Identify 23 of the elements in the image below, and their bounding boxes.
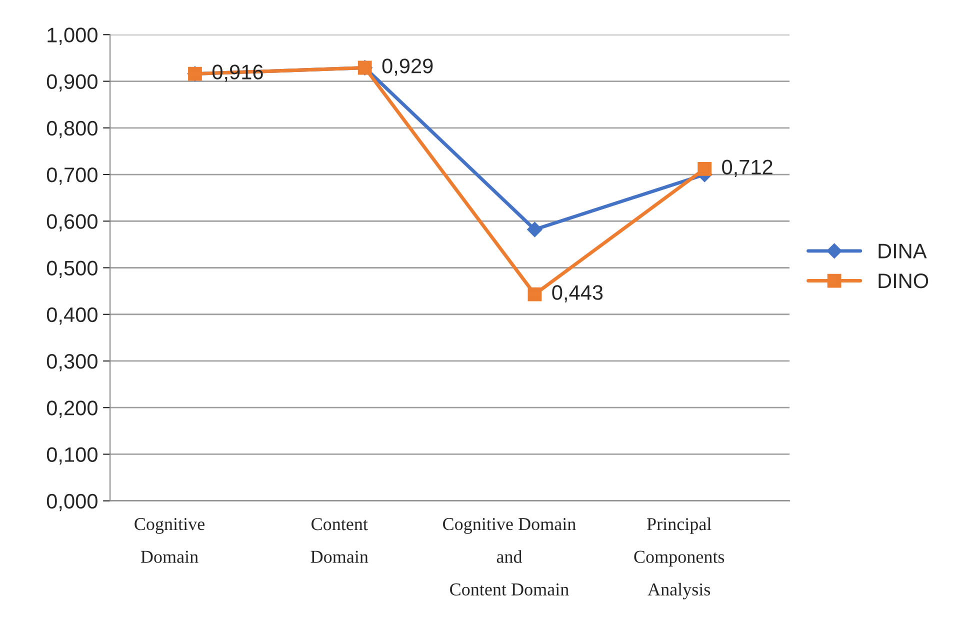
y-tick-label: 0,400 (46, 307, 98, 325)
point (528, 287, 542, 302)
y-tick-label: 0,000 (46, 494, 98, 512)
legend-label: DINO (878, 274, 928, 288)
y-tick-label: 1,000 (48, 28, 98, 45)
y-tick-label: 0,500 (46, 260, 98, 278)
data-label: 0,443 (552, 285, 603, 302)
y-tick-label: 0,100 (46, 447, 98, 464)
y-tick-label: 0,300 (46, 354, 98, 372)
y-tick-label: 0,600 (46, 214, 98, 232)
x-tick-label: Cognitive Domain and Content Domain (443, 518, 576, 596)
y-tick-label: 0,800 (46, 120, 98, 138)
data-label: 0,712 (722, 160, 772, 177)
legend-label: DINA (878, 244, 927, 258)
y-tick-label: 0,700 (46, 168, 98, 185)
x-tick-label: Cognitive Domain (134, 518, 204, 563)
x-tick-label: Principal Components Analysis (634, 518, 724, 600)
data-label: 0,929 (382, 58, 433, 76)
point (698, 162, 712, 176)
y-tick-label: 0,900 (46, 74, 98, 92)
y-tick-label: 0,200 (46, 400, 98, 418)
point (527, 222, 542, 238)
x-tick-label: Content Domain (310, 518, 368, 563)
